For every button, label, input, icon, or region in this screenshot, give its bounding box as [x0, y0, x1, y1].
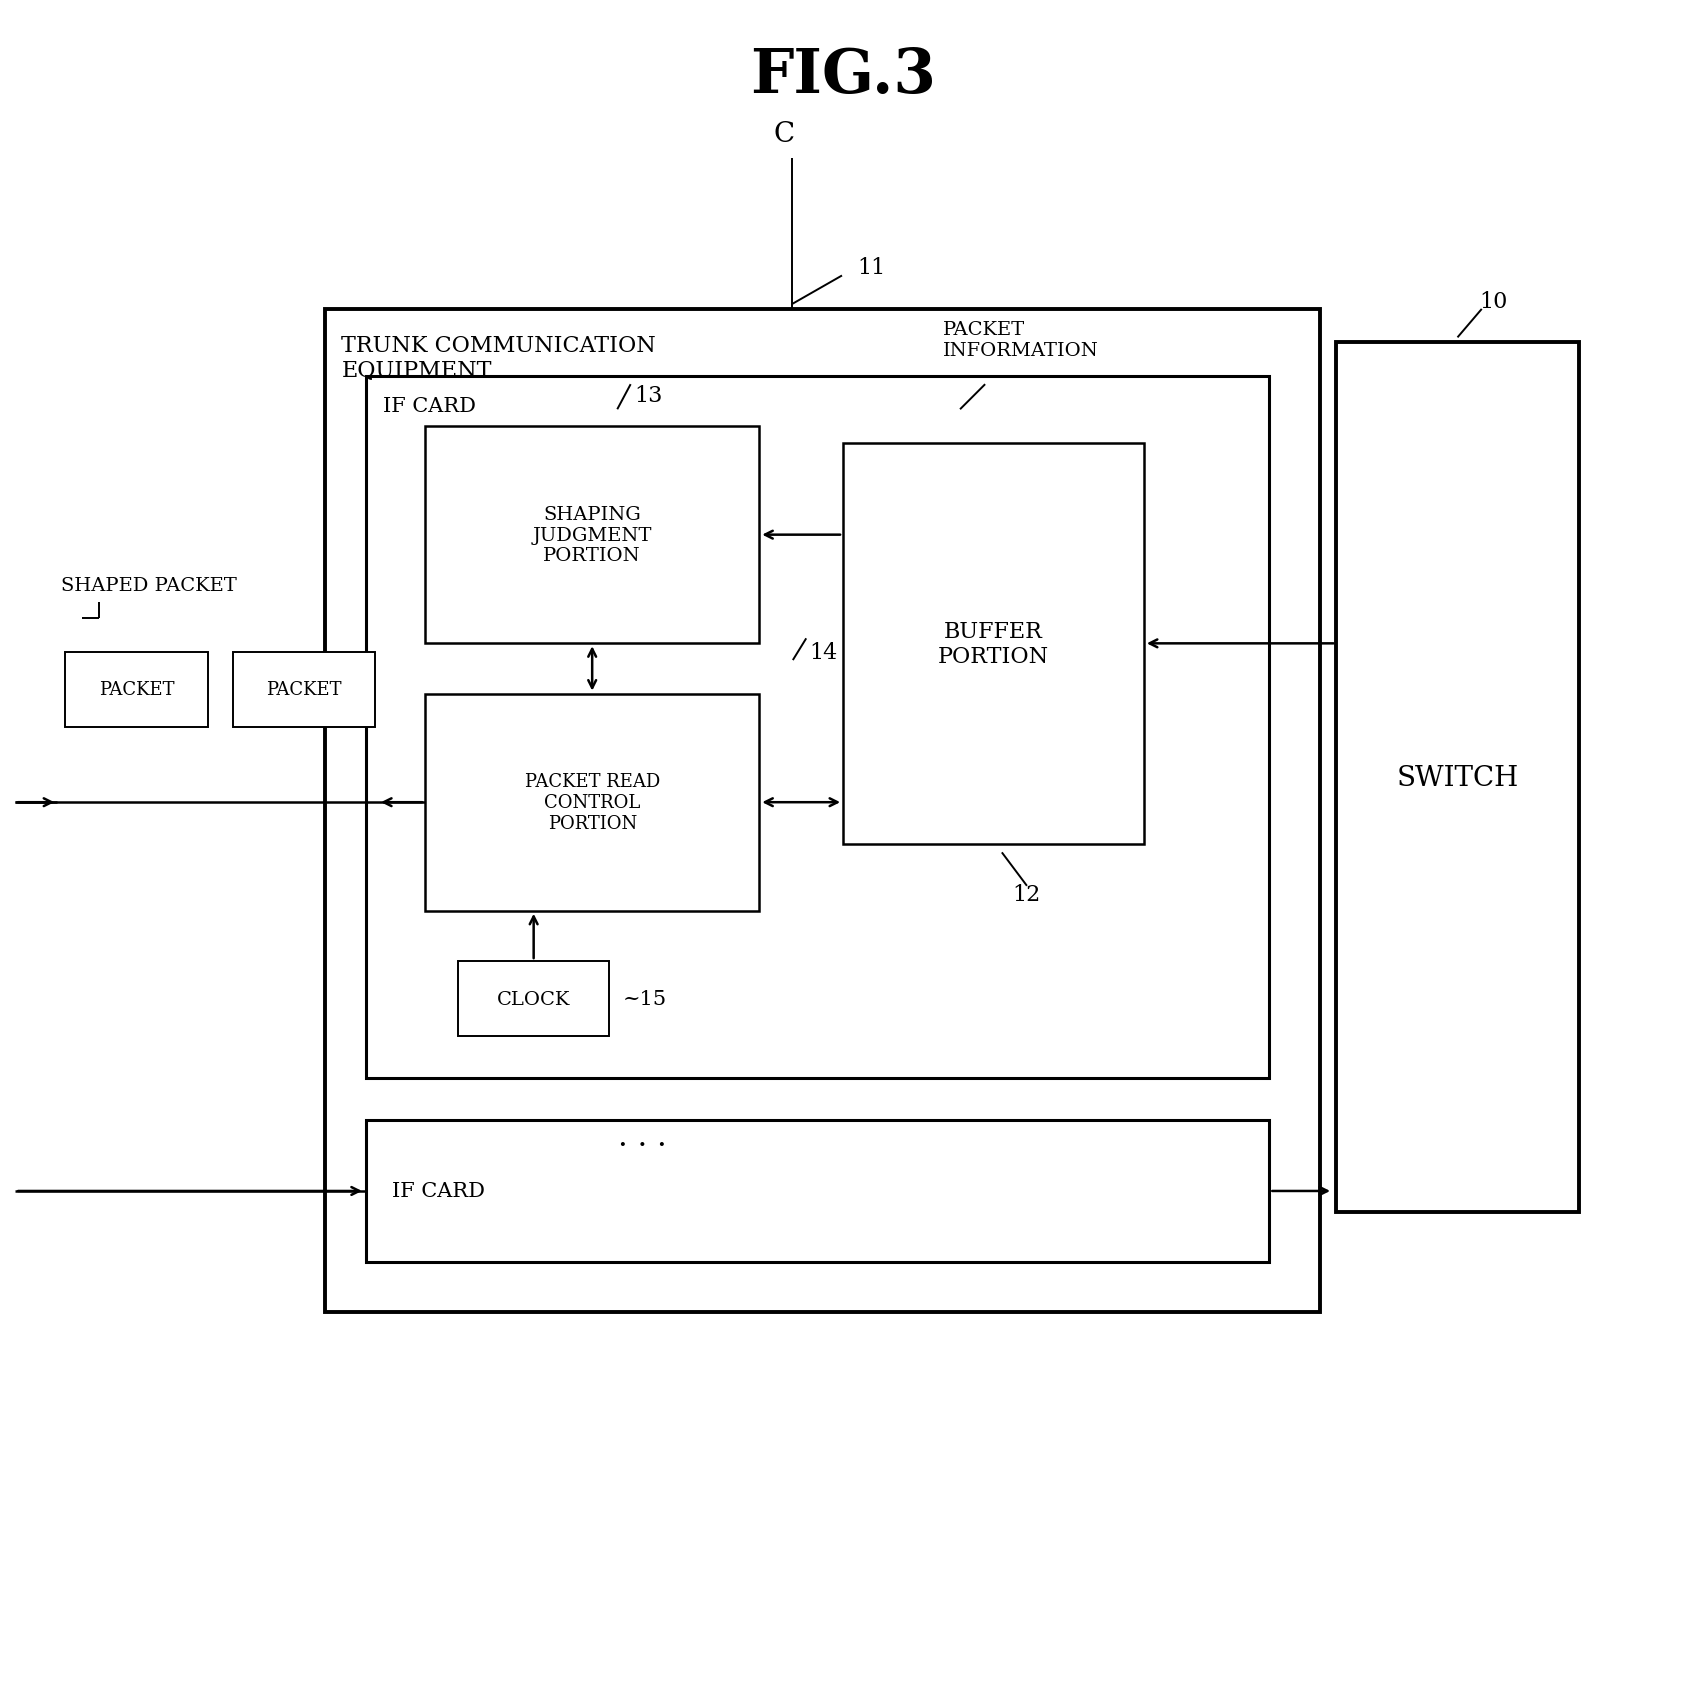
Bar	[233, 652, 374, 728]
Text: SHAPED PACKET: SHAPED PACKET	[61, 576, 238, 595]
Text: 12: 12	[1013, 883, 1040, 905]
Bar	[325, 309, 1320, 1312]
Bar	[66, 652, 207, 728]
Text: PACKET READ
CONTROL
PORTION: PACKET READ CONTROL PORTION	[524, 774, 659, 833]
Text: IF CARD: IF CARD	[383, 397, 475, 415]
Text: PACKET: PACKET	[266, 681, 342, 699]
Text: 13: 13	[634, 385, 663, 407]
Text: BUFFER
PORTION: BUFFER PORTION	[937, 620, 1049, 667]
Text: TRUNK COMMUNICATION
EQUIPMENT: TRUNK COMMUNICATION EQUIPMENT	[341, 334, 656, 382]
Text: . . .: . . .	[619, 1121, 666, 1152]
Text: FIG.3: FIG.3	[750, 46, 936, 106]
Bar	[366, 377, 1270, 1079]
Text: SHAPING
JUDGMENT
PORTION: SHAPING JUDGMENT PORTION	[533, 505, 652, 566]
Text: PACKET
INFORMATION: PACKET INFORMATION	[944, 321, 1099, 360]
Text: ~15: ~15	[622, 990, 666, 1008]
Bar	[366, 1120, 1270, 1262]
Text: C: C	[774, 122, 794, 147]
Text: CLOCK: CLOCK	[497, 990, 570, 1008]
Bar	[425, 694, 759, 912]
Text: 14: 14	[809, 642, 838, 664]
Text: IF CARD: IF CARD	[391, 1182, 484, 1201]
Bar	[843, 444, 1145, 844]
Bar	[1337, 343, 1578, 1213]
Text: 11: 11	[858, 257, 885, 279]
Bar	[459, 961, 609, 1037]
Text: SWITCH: SWITCH	[1396, 763, 1519, 790]
Text: 10: 10	[1480, 291, 1507, 312]
Text: PACKET: PACKET	[99, 681, 174, 699]
Bar	[425, 427, 759, 644]
